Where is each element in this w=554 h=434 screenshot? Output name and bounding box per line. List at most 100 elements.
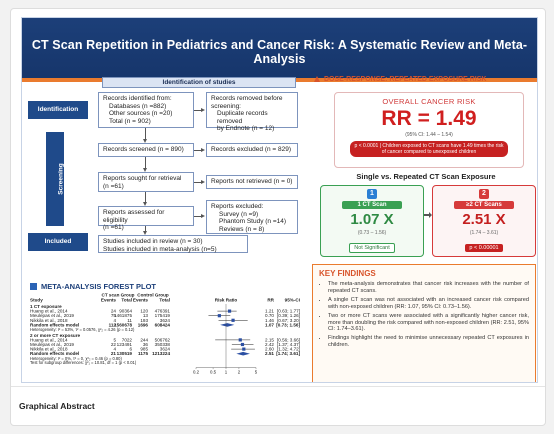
records-identified-line: Total (n = 902) xyxy=(109,117,151,125)
reports-sought-box: Reports sought for retrieval (n =61) xyxy=(98,172,194,192)
abstract-title: CT Scan Repetition in Pediatrics and Can… xyxy=(31,38,528,66)
forest-summary-diamond xyxy=(236,351,250,356)
warning-icon xyxy=(314,76,320,82)
forest-ci-value: [1.37; 4.37] xyxy=(277,342,300,347)
connector-arrow xyxy=(143,139,147,143)
caption-divider xyxy=(11,386,545,387)
included-box: Studies included in review (n = 30) Stud… xyxy=(98,235,248,253)
forest-header-events: Events xyxy=(101,298,117,303)
included-line: Studies included in review (n = 30) xyxy=(103,238,203,245)
forest-rr-value: 2.15 xyxy=(265,337,274,342)
records-removed-line: Records removed before screening: xyxy=(211,95,283,110)
stage-screening: Screening xyxy=(46,132,65,226)
reports-excluded-line: Reports excluded: xyxy=(211,203,264,210)
single-ct-icon: 1 xyxy=(367,189,377,199)
forest-ci-value: [0.67; 3.20] xyxy=(277,318,300,323)
reports-sought-line: (n =61) xyxy=(103,182,124,190)
forest-summary-diamond xyxy=(220,323,235,327)
forest-study-name: Meulepas et al., 2019 xyxy=(30,342,74,347)
records-identified-line: Records identified from: xyxy=(103,95,172,102)
forest-rr-value: 2.51 xyxy=(265,351,274,356)
overall-rr-ci: (95% CI: 1.44 – 1.54) xyxy=(405,132,453,138)
forest-study-name: Nikkila et al., 2018 xyxy=(30,347,68,352)
records-removed-line: by Endnote (n = 12) xyxy=(217,125,275,133)
forest-events-ct: 75 xyxy=(111,313,117,318)
forest-header-total: Total xyxy=(159,298,170,303)
forest-total-ct: 6 xyxy=(129,347,132,352)
stage-included: Included xyxy=(28,233,88,251)
key-findings-box: KEY FINDINGS The meta-analysis demonstra… xyxy=(312,264,536,382)
key-finding-item: Two or more CT scans were associated wit… xyxy=(328,313,529,334)
forest-events-ct: 4 xyxy=(113,318,116,323)
forest-study-name: Huang et al., 2014 xyxy=(30,337,68,342)
reports-assessed-line: Reports assessed for eligibility xyxy=(103,209,165,224)
forest-total-ct: 130519 xyxy=(117,351,133,356)
overall-rr-note: p < 0.0001 | Children exposed to CT scan… xyxy=(350,141,508,157)
figure-caption: Graphical Abstract xyxy=(19,401,95,411)
connector-arrow xyxy=(201,148,205,152)
forest-axis-tick-label: 1 xyxy=(225,370,228,375)
records-identified-line: Other sources (n =20) xyxy=(109,110,173,118)
records-identified-line: Databases (n =882) xyxy=(109,102,167,110)
records-screened-box: Records screened (n = 890) xyxy=(98,143,194,157)
forest-events-ct: 24 xyxy=(111,309,117,314)
connector xyxy=(145,157,146,169)
forest-events-control: 120 xyxy=(140,309,148,314)
repeated-ct-significance: p < 0.00001 xyxy=(465,244,503,252)
forest-total-control: 3624 xyxy=(160,318,171,323)
forest-total-ct: 123491 xyxy=(117,342,133,347)
forest-point-marker xyxy=(231,318,235,322)
forest-events-control: 244 xyxy=(140,337,148,342)
forest-heterogeneity: Heterogeneity: I² = 0%, τ² = 0, χ²₂ = 0.… xyxy=(30,356,122,361)
forest-subgroup-test: Test for subgroup differences: χ²₁ = 10.… xyxy=(30,360,137,365)
prisma-flow-diagram: Identification of studies Identification… xyxy=(28,76,300,256)
forest-total-control: 476391 xyxy=(155,309,171,314)
records-removed-box: Records removed before screening: Duplic… xyxy=(206,92,298,132)
connector xyxy=(145,128,146,140)
connector xyxy=(145,192,146,203)
forest-total-control: 608424 xyxy=(155,322,171,327)
key-finding-item: A single CT scan was not associated with… xyxy=(328,297,529,311)
records-identified-box: Records identified from: Databases (n =8… xyxy=(98,92,194,128)
connector-arrow xyxy=(143,202,147,206)
forest-header-study: Study xyxy=(30,298,43,303)
connector xyxy=(194,110,202,111)
comparison-arrow-icon xyxy=(424,212,432,218)
forest-model-label: Random effects model xyxy=(30,351,79,356)
stage-screening-label: Screening xyxy=(57,163,65,195)
forest-rr-value: 1.46 xyxy=(265,318,274,323)
stage-identification: Identification xyxy=(28,101,88,119)
forest-ci-value: [0.73; 1.56] xyxy=(276,322,300,327)
repeated-ct-ci: (1.74 – 3.61) xyxy=(469,230,499,236)
forest-total-control: 175419 xyxy=(155,313,171,318)
forest-rr-value: 2.42 xyxy=(265,342,274,347)
forest-events-ct: 112 xyxy=(109,322,117,327)
flow-header: Identification of studies xyxy=(102,77,296,88)
forest-axis-tick-label: 0.5 xyxy=(210,370,217,375)
records-excluded-box: Records excluded (n = 829) xyxy=(206,143,298,157)
forest-study-name: Huang et al., 2014 xyxy=(30,309,68,314)
key-findings-title: KEY FINDINGS xyxy=(319,269,376,278)
forest-events-ct: 4 xyxy=(113,347,116,352)
forest-events-control: 1696 xyxy=(138,322,149,327)
forest-rr-value: 2.60 xyxy=(265,347,274,352)
connector-arrow xyxy=(201,108,205,112)
forest-total-ct: 1461875 xyxy=(114,313,132,318)
forest-events-control: 1175 xyxy=(138,351,148,356)
reports-excluded-box: Reports excluded: Survey (n =9) Phantom … xyxy=(206,200,298,234)
forest-total-ct: 90364 xyxy=(119,309,132,314)
repeated-ct-value: 2.51 X xyxy=(462,211,506,228)
graphical-abstract[interactable]: CT Scan Repetition in Pediatrics and Can… xyxy=(21,17,538,383)
forest-rr-value: 1.07 xyxy=(265,322,274,327)
connector-arrow xyxy=(143,168,147,172)
title-banner: CT Scan Repetition in Pediatrics and Can… xyxy=(22,18,537,82)
forest-total-control: 3624 xyxy=(160,347,171,352)
forest-events-control: 13 xyxy=(143,313,149,318)
reports-excluded-line: Phantom Study (n =14) xyxy=(219,218,287,226)
connector xyxy=(194,150,202,151)
connector xyxy=(194,182,202,183)
connector xyxy=(145,226,146,232)
forest-axis-tick-label: 0.2 xyxy=(193,370,200,375)
forest-plot: CT scan Group Control Group Study Events Tot… xyxy=(28,292,304,380)
